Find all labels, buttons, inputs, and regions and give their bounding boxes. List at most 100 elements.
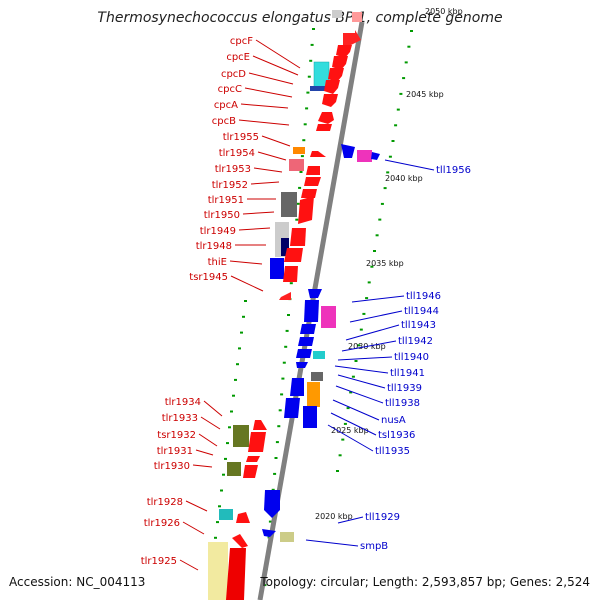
gene-arrow xyxy=(298,337,314,346)
tick-dot xyxy=(222,473,225,476)
reverse-gene-label[interactable]: tll1946 xyxy=(406,291,441,302)
forward-gene-label[interactable]: tlr1949 xyxy=(200,226,236,237)
tick-dot xyxy=(228,426,231,429)
leader-line xyxy=(230,275,264,292)
gene-arrow xyxy=(246,456,260,462)
tick-dot xyxy=(357,344,361,347)
leader-line xyxy=(337,374,386,389)
reverse-gene-label[interactable]: tll1943 xyxy=(401,320,436,331)
gene-arrow xyxy=(296,362,308,368)
leader-line xyxy=(198,433,218,447)
tick-dot xyxy=(383,187,387,190)
leader-line xyxy=(244,87,293,98)
tick-dot xyxy=(380,202,384,205)
reverse-gene-label[interactable]: smpB xyxy=(360,541,388,552)
forward-gene-label[interactable]: cpcE xyxy=(226,52,250,63)
gene-block-blue xyxy=(303,406,317,428)
gene-block-grey xyxy=(281,192,297,217)
tick-dot xyxy=(220,489,223,492)
tick-dot xyxy=(386,171,390,174)
forward-gene-label[interactable]: tlr1934 xyxy=(165,397,201,408)
forward-gene-label[interactable]: tsr1945 xyxy=(189,272,228,283)
gene-arrow xyxy=(306,166,320,175)
gene-arrow xyxy=(310,151,326,157)
forward-gene-label[interactable]: tlr1925 xyxy=(141,556,177,567)
forward-gene-label[interactable]: cpcB xyxy=(212,116,236,127)
gene-arrow xyxy=(253,420,267,430)
reverse-gene-label[interactable]: tll1935 xyxy=(375,446,410,457)
reverse-gene-label[interactable]: tll1941 xyxy=(390,368,425,379)
leader-line xyxy=(195,449,214,456)
gene-block-olive xyxy=(227,462,241,476)
tick-dot xyxy=(244,300,247,302)
gene-arrow xyxy=(226,548,246,600)
forward-gene-label[interactable]: tlr1933 xyxy=(162,413,198,424)
tick-dot xyxy=(394,124,398,127)
gene-block-magenta xyxy=(357,150,372,162)
gene-arrow xyxy=(301,189,317,198)
forward-gene-label[interactable]: tsr1932 xyxy=(157,430,196,441)
tick-dot xyxy=(305,107,309,110)
forward-gene-label[interactable]: tlr1953 xyxy=(215,164,251,175)
gene-arrow xyxy=(284,398,300,418)
forward-gene-label[interactable]: tlr1955 xyxy=(223,132,259,143)
tick-dot xyxy=(399,92,403,95)
tick-dot xyxy=(362,312,366,315)
reverse-gene-label[interactable]: tsl1936 xyxy=(378,430,415,441)
tick-dot xyxy=(232,394,235,397)
gene-arrow xyxy=(300,324,316,334)
gene-block-magenta xyxy=(321,306,336,328)
leader-line xyxy=(203,400,223,417)
gene-block-yellow xyxy=(208,542,228,600)
leader-line xyxy=(261,135,291,147)
forward-gene-label[interactable]: tlr1931 xyxy=(157,446,193,457)
gene-arrow xyxy=(279,292,291,300)
forward-gene-label[interactable]: tlr1954 xyxy=(219,148,255,159)
leader-line xyxy=(257,151,287,161)
gene-block-grey xyxy=(311,372,323,381)
forward-gene-label[interactable]: cpcC xyxy=(218,84,242,95)
gene-arrow xyxy=(304,300,319,322)
tick-dot xyxy=(216,521,219,524)
reverse-gene-label[interactable]: tll1942 xyxy=(398,336,433,347)
forward-gene-label[interactable]: cpcA xyxy=(214,100,238,111)
reverse-gene-label[interactable]: tll1956 xyxy=(436,165,471,176)
forward-gene-label[interactable]: thiE xyxy=(208,257,227,268)
tick-dot xyxy=(359,328,363,331)
gene-arrow xyxy=(236,512,250,523)
tick-dot xyxy=(307,75,311,78)
tick-dot xyxy=(378,218,382,221)
leader-line xyxy=(327,424,374,452)
forward-gene-label[interactable]: tlr1950 xyxy=(204,210,240,221)
reverse-gene-label[interactable]: tll1929 xyxy=(365,512,400,523)
tick-dot xyxy=(268,520,272,523)
leader-line xyxy=(238,227,271,231)
leader-line xyxy=(334,365,389,374)
tick-dot xyxy=(281,377,285,380)
topology-text: Topology: circular; Length: 2,593,857 bp… xyxy=(260,575,590,589)
leader-line xyxy=(351,295,405,303)
forward-gene-label[interactable]: tlr1952 xyxy=(212,180,248,191)
gene-block-orange xyxy=(307,382,320,407)
reverse-gene-label[interactable]: tll1938 xyxy=(385,398,420,409)
forward-gene-label[interactable]: cpcD xyxy=(221,69,246,80)
reverse-gene-label[interactable]: nusA xyxy=(381,415,406,426)
tick-dot xyxy=(275,441,279,444)
forward-gene-label[interactable]: tlr1930 xyxy=(154,461,190,472)
reverse-gene-label[interactable]: tll1944 xyxy=(404,306,439,317)
forward-gene-label[interactable]: tlr1951 xyxy=(208,195,244,206)
tick-dot xyxy=(306,91,310,94)
forward-gene-label[interactable]: cpcF xyxy=(230,36,253,47)
gene-arrow xyxy=(283,266,298,282)
forward-gene-label[interactable]: tlr1948 xyxy=(196,241,232,252)
leader-line xyxy=(229,260,263,265)
gene-arrow xyxy=(296,349,312,358)
forward-gene-label[interactable]: tlr1926 xyxy=(144,518,180,529)
forward-gene-label[interactable]: tlr1928 xyxy=(147,497,183,508)
reverse-gene-label[interactable]: tll1940 xyxy=(394,352,429,363)
leader-line xyxy=(185,500,208,512)
tick-dot xyxy=(310,43,314,46)
reverse-gene-label[interactable]: tll1939 xyxy=(387,383,422,394)
gene-arrow xyxy=(343,30,361,46)
